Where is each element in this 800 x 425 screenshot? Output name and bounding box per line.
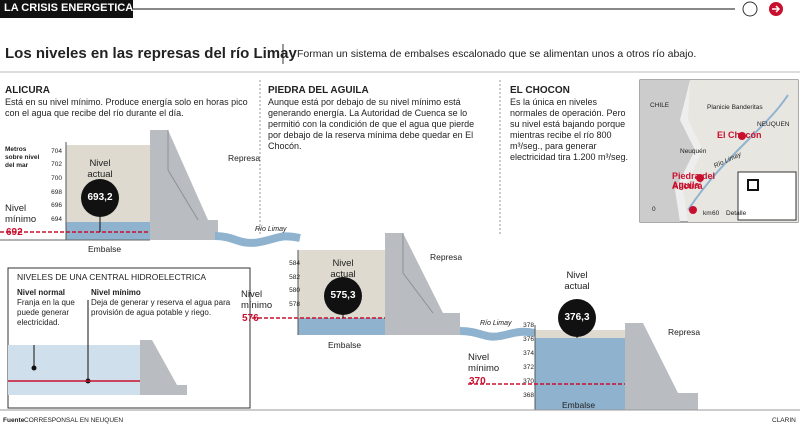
current-value: 693,2 [87,192,113,203]
minimum-value: 692 [6,227,23,238]
dam-label: Represa [430,252,463,262]
map-label: El Chocón [717,130,762,140]
map-label: Detalle [726,210,747,217]
map-label: km [703,210,712,217]
scale-tick: 372 [523,364,534,371]
source-label: Fuente [3,417,25,424]
map-label: 0 [652,206,656,213]
dam-label: Represa [668,327,701,337]
map-label: Planicie Banderitas [707,104,763,111]
scale-tick: 698 [51,189,62,196]
map-label: CHILE [650,102,670,109]
minimum-label: Nivel mínimo [468,352,500,374]
inset-minimum-label: Nivel mínimo [91,288,141,297]
section-label: LA CRISIS ENERGETICA [4,2,134,14]
scale-tick: 370 [523,378,534,385]
dam-description: Aunque está por debajo de su nivel mínim… [268,97,475,151]
reservoir-label: Embalse [88,244,122,254]
scale-tick: 700 [51,175,62,182]
current-value: 575,3 [330,290,356,301]
scale-tick: 580 [289,287,300,294]
scale-tick: 376 [523,336,534,343]
inset-title: NIVELES DE UNA CENTRAL HIDROELECTRICA [17,272,207,282]
minimum-label: Nivel mínimo [5,203,37,225]
scale-tick: 704 [51,148,62,155]
map-label: NEUQUEN [757,121,790,128]
scale-tick: 582 [289,274,300,281]
current-label: Nivel actual [564,270,590,292]
brand: CLARIN [772,417,796,424]
scale-tick: 702 [51,161,62,168]
minimum-value: 370 [469,376,486,387]
minimum-label: Nivel mínimo [241,289,273,311]
scale-tick: 378 [523,322,534,329]
scale-tick: 374 [523,350,534,357]
map-label: 60 [712,210,720,217]
dam-name: ALICURA [5,85,50,96]
minimum-value: 576 [242,313,259,324]
river-label: Río Limay [255,226,287,233]
scale-tick: 694 [51,216,62,223]
inset-normal-text: Franja en la que puede generar electrici… [17,298,75,327]
inset-minimum-text: Deja de generar y reserva el agua para p… [91,298,231,317]
current-label: Nivel actual [87,158,113,180]
map-label: Alicurá [672,181,703,191]
current-value: 376,3 [564,312,590,323]
inset-normal-label: Nivel normal [17,288,66,297]
source: CORRESPONSAL EN NEUQUEN [24,417,124,424]
dam-name: EL CHOCON [510,85,570,96]
dam-label: Represa [228,153,261,163]
current-label: Nivel actual [330,258,356,280]
reservoir-label: Embalse [562,400,596,410]
dam-description: Está en su nivel mínimo. Produce energía… [5,97,248,118]
subtitle: Forman un sistema de embalses escalonado… [297,48,697,60]
title: Los niveles en las represas del río Lima… [5,45,297,62]
dam-name: PIEDRA DEL AGUILA [268,85,369,96]
scale-tick: 584 [289,260,300,267]
scale-tick: 578 [289,301,300,308]
reservoir-label: Embalse [328,340,362,350]
map-label: Piedra del Aguila [672,171,716,190]
scale-title: Metros sobre nivel del mar [5,146,40,169]
map-label: Neuquén [680,148,707,155]
scale-tick: 696 [51,202,62,209]
dam-description: Es la única en niveles normales de opera… [510,97,629,162]
river-label: Río Limay [480,320,512,327]
scale-tick: 368 [523,392,534,399]
